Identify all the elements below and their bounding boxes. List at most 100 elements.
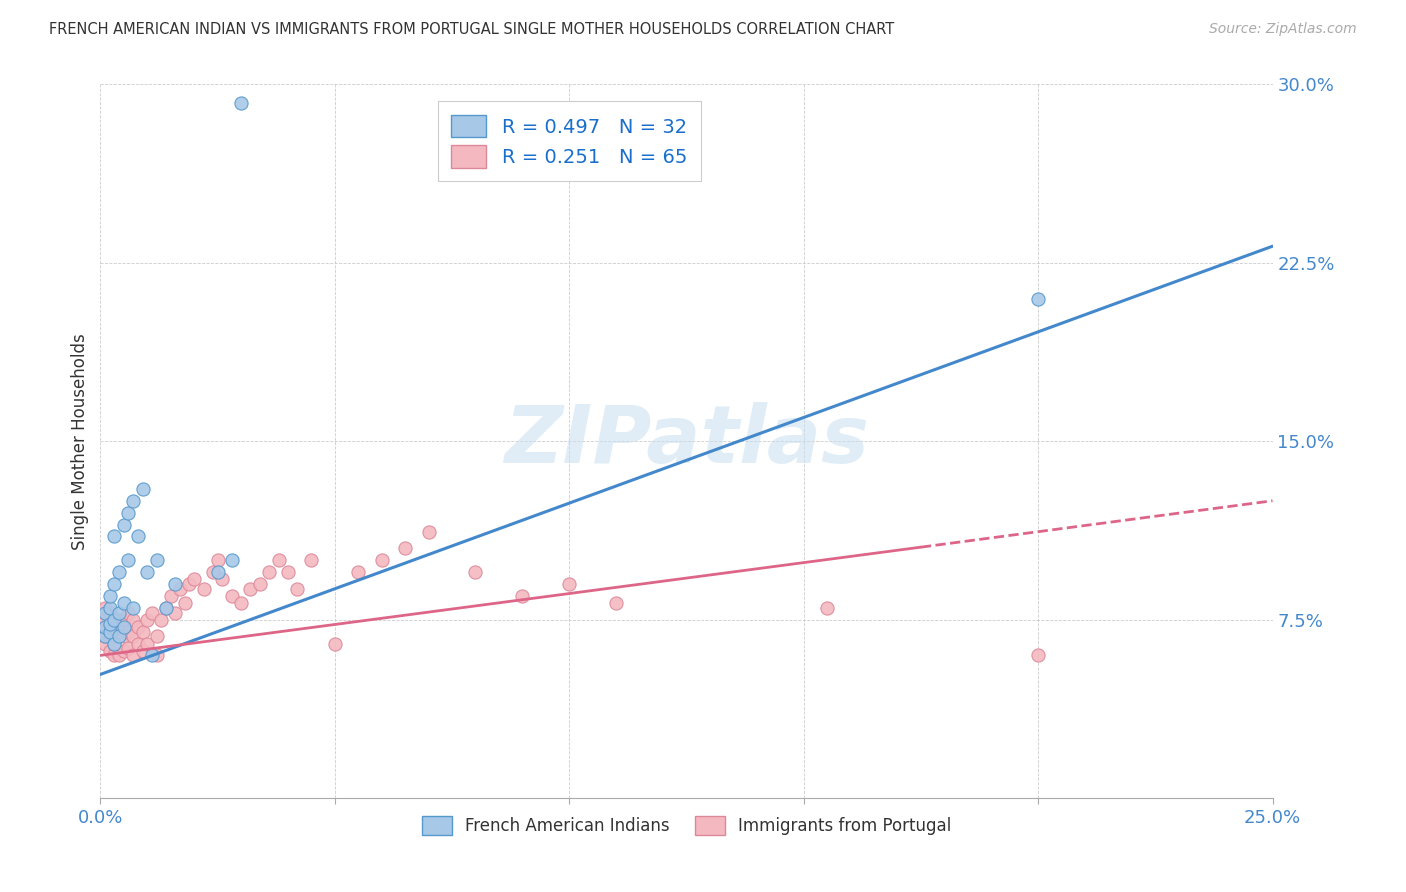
- Point: [221, 589, 243, 603]
- Point: [103, 529, 125, 543]
- Point: [1026, 292, 1049, 306]
- Point: [136, 565, 159, 579]
- Point: [98, 617, 121, 632]
- Point: [98, 624, 121, 639]
- Point: [1026, 648, 1049, 663]
- Point: [112, 613, 135, 627]
- Point: [112, 517, 135, 532]
- Point: [183, 572, 205, 586]
- Point: [94, 613, 117, 627]
- Point: [165, 606, 187, 620]
- Point: [207, 565, 229, 579]
- Point: [112, 620, 135, 634]
- Point: [117, 506, 139, 520]
- Point: [141, 606, 163, 620]
- Point: [94, 629, 117, 643]
- Point: [179, 577, 201, 591]
- Point: [112, 629, 135, 643]
- Text: Source: ZipAtlas.com: Source: ZipAtlas.com: [1209, 22, 1357, 37]
- Point: [464, 565, 486, 579]
- Point: [131, 624, 153, 639]
- Point: [418, 524, 440, 539]
- Point: [136, 636, 159, 650]
- Point: [229, 96, 252, 111]
- Point: [94, 620, 117, 634]
- Point: [169, 582, 191, 596]
- Point: [103, 636, 125, 650]
- Point: [122, 629, 145, 643]
- Y-axis label: Single Mother Households: Single Mother Households: [72, 333, 89, 549]
- Point: [117, 553, 139, 567]
- Point: [103, 613, 125, 627]
- Point: [127, 529, 149, 543]
- Point: [103, 636, 125, 650]
- Point: [370, 553, 392, 567]
- Point: [122, 613, 145, 627]
- Text: ZIPatlas: ZIPatlas: [503, 402, 869, 480]
- Point: [323, 636, 346, 650]
- Point: [267, 553, 290, 567]
- Point: [108, 629, 131, 643]
- Point: [112, 596, 135, 610]
- Point: [605, 596, 627, 610]
- Point: [117, 624, 139, 639]
- Point: [815, 600, 838, 615]
- Point: [394, 541, 416, 556]
- Point: [277, 565, 299, 579]
- Legend: French American Indians, Immigrants from Portugal: French American Indians, Immigrants from…: [413, 807, 959, 843]
- Point: [108, 648, 131, 663]
- Point: [98, 629, 121, 643]
- Point: [249, 577, 271, 591]
- Point: [94, 620, 117, 634]
- Point: [136, 613, 159, 627]
- Point: [103, 624, 125, 639]
- Point: [122, 600, 145, 615]
- Point: [512, 589, 534, 603]
- Point: [193, 582, 215, 596]
- Point: [155, 600, 177, 615]
- Point: [155, 600, 177, 615]
- Point: [127, 620, 149, 634]
- Point: [127, 636, 149, 650]
- Point: [122, 648, 145, 663]
- Point: [145, 629, 167, 643]
- Point: [108, 629, 131, 643]
- Point: [229, 596, 252, 610]
- Point: [159, 589, 181, 603]
- Point: [117, 606, 139, 620]
- Point: [94, 629, 117, 643]
- Point: [165, 577, 187, 591]
- Point: [98, 589, 121, 603]
- Point: [98, 643, 121, 657]
- Point: [285, 582, 308, 596]
- Point: [173, 596, 195, 610]
- Point: [117, 641, 139, 656]
- Point: [108, 613, 131, 627]
- Point: [131, 643, 153, 657]
- Point: [257, 565, 280, 579]
- Point: [108, 565, 131, 579]
- Point: [347, 565, 370, 579]
- Point: [211, 572, 233, 586]
- Point: [94, 636, 117, 650]
- Point: [558, 577, 581, 591]
- Point: [94, 600, 117, 615]
- Point: [98, 617, 121, 632]
- Point: [131, 482, 153, 496]
- Point: [94, 606, 117, 620]
- Point: [239, 582, 262, 596]
- Point: [112, 643, 135, 657]
- Point: [145, 648, 167, 663]
- Point: [221, 553, 243, 567]
- Point: [201, 565, 224, 579]
- Point: [103, 577, 125, 591]
- Point: [98, 606, 121, 620]
- Point: [145, 553, 167, 567]
- Point: [108, 606, 131, 620]
- Point: [207, 553, 229, 567]
- Point: [98, 600, 121, 615]
- Point: [299, 553, 322, 567]
- Point: [103, 648, 125, 663]
- Point: [150, 613, 173, 627]
- Point: [141, 648, 163, 663]
